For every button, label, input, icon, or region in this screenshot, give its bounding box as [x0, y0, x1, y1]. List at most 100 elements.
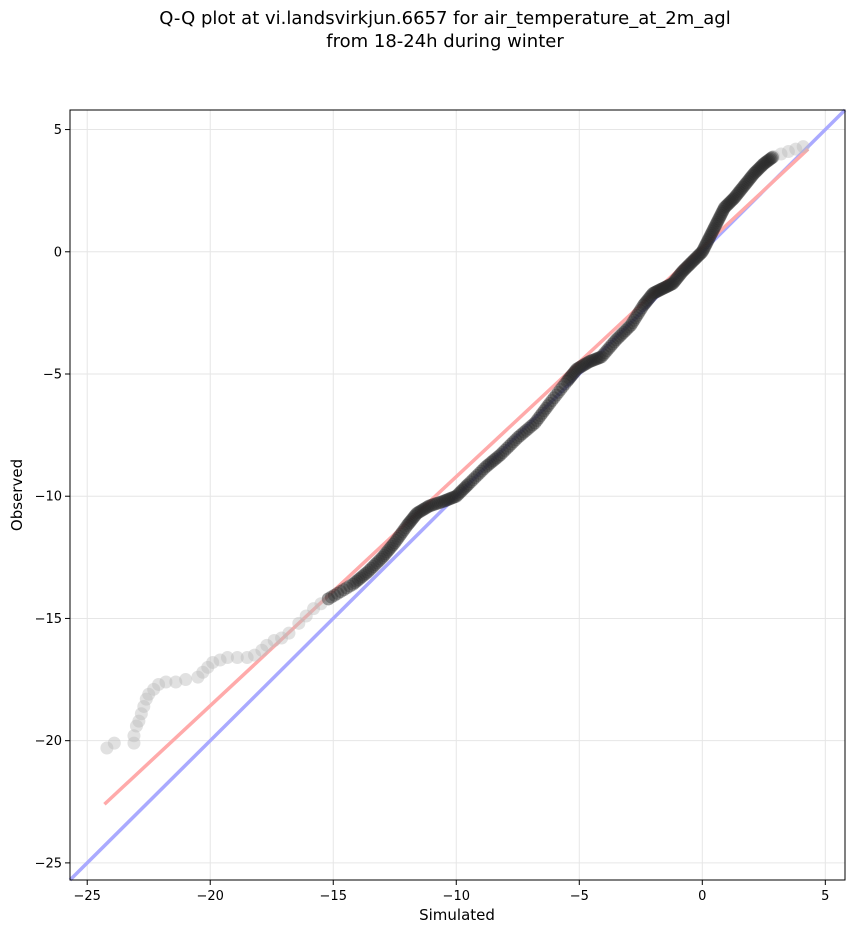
qq-point — [477, 462, 491, 476]
qq-point — [504, 437, 518, 451]
qq-point — [355, 570, 369, 584]
qq-point — [729, 189, 743, 203]
qq-point — [636, 299, 650, 313]
qq-point — [705, 226, 719, 240]
qq-point — [380, 545, 394, 559]
qq-point — [678, 262, 692, 276]
qq-point — [539, 401, 553, 415]
qq-point-tail — [100, 741, 114, 755]
qq-point-tail — [275, 631, 289, 645]
qq-point — [644, 289, 658, 303]
qq-point — [646, 286, 660, 300]
qq-point — [765, 150, 779, 164]
qq-point — [407, 509, 421, 523]
qq-point — [502, 439, 516, 453]
qq-point — [735, 182, 749, 196]
qq-point — [457, 482, 471, 496]
qq-point — [752, 162, 766, 176]
qq-point — [593, 351, 607, 364]
qq-point — [694, 246, 708, 260]
qq-point — [708, 219, 722, 233]
qq-point-tail — [196, 665, 210, 679]
qq-point — [704, 228, 718, 242]
qq-point — [578, 358, 592, 372]
qq-point — [647, 286, 661, 300]
qq-point — [368, 558, 382, 572]
qq-point — [764, 151, 778, 165]
qq-point — [726, 192, 740, 206]
qq-point — [509, 433, 523, 447]
qq-point — [405, 512, 419, 526]
y-tick-label: −10 — [35, 490, 62, 505]
x-tick-label: −15 — [320, 889, 347, 904]
qq-point — [537, 404, 551, 418]
qq-point — [443, 492, 457, 506]
qq-point — [498, 443, 512, 457]
qq-point — [561, 373, 575, 387]
qq-point — [421, 500, 435, 514]
qq-point — [655, 282, 669, 296]
qq-point-tail — [774, 147, 788, 161]
qq-point-tail — [248, 648, 262, 662]
qq-point — [573, 360, 587, 374]
qq-point — [635, 301, 649, 315]
qq-point — [698, 239, 712, 253]
qq-point — [639, 296, 653, 309]
y-tick-label: −15 — [35, 612, 62, 627]
qq-point — [696, 243, 710, 257]
qq-point-tail — [796, 140, 810, 154]
qq-point — [600, 343, 614, 357]
y-tick-label: −25 — [35, 856, 62, 871]
qq-point — [620, 322, 634, 336]
qq-point — [415, 504, 429, 518]
qq-point-tail — [159, 675, 173, 689]
qq-point — [535, 406, 549, 420]
qq-point — [410, 506, 424, 520]
qq-point — [472, 466, 486, 480]
qq-point — [629, 311, 643, 325]
qq-point — [422, 499, 436, 513]
qq-point — [385, 539, 399, 553]
qq-point — [748, 165, 762, 179]
qq-point — [426, 498, 440, 512]
qq-point — [666, 277, 680, 291]
qq-point — [662, 278, 676, 292]
qq-point — [448, 490, 462, 504]
qq-point — [403, 516, 417, 529]
qq-point — [611, 331, 625, 345]
reference-lines — [68, 108, 847, 882]
qq-point — [445, 491, 459, 505]
qq-point — [624, 318, 638, 332]
qq-point — [327, 588, 341, 602]
qq-point — [433, 495, 447, 509]
qq-point — [353, 571, 367, 585]
qq-point — [534, 409, 548, 423]
qq-point-tail — [179, 673, 193, 687]
qq-point — [627, 313, 641, 327]
qq-point — [569, 364, 583, 378]
qq-point — [522, 421, 536, 435]
qq-point — [389, 534, 403, 548]
qq-point — [742, 173, 756, 187]
fit-line — [103, 147, 810, 806]
qq-point — [733, 183, 747, 197]
x-axis-ticks: −25 −20 −15 −10 −5 0 5 — [74, 880, 829, 904]
qq-point — [560, 374, 574, 388]
qq-point — [725, 193, 739, 207]
qq-point — [642, 291, 656, 305]
qq-point — [594, 350, 608, 364]
qq-point — [386, 538, 400, 551]
qq-point — [541, 399, 555, 413]
qq-point — [746, 168, 760, 182]
qq-point — [490, 451, 504, 465]
qq-point — [667, 275, 681, 289]
qq-point-tail — [267, 633, 281, 647]
qq-point — [702, 232, 716, 246]
qq-point — [731, 186, 745, 200]
qq-point — [697, 241, 711, 255]
qq-point — [692, 248, 706, 262]
qq-point — [743, 171, 757, 185]
qq-point — [712, 212, 726, 226]
qq-point — [581, 356, 595, 370]
